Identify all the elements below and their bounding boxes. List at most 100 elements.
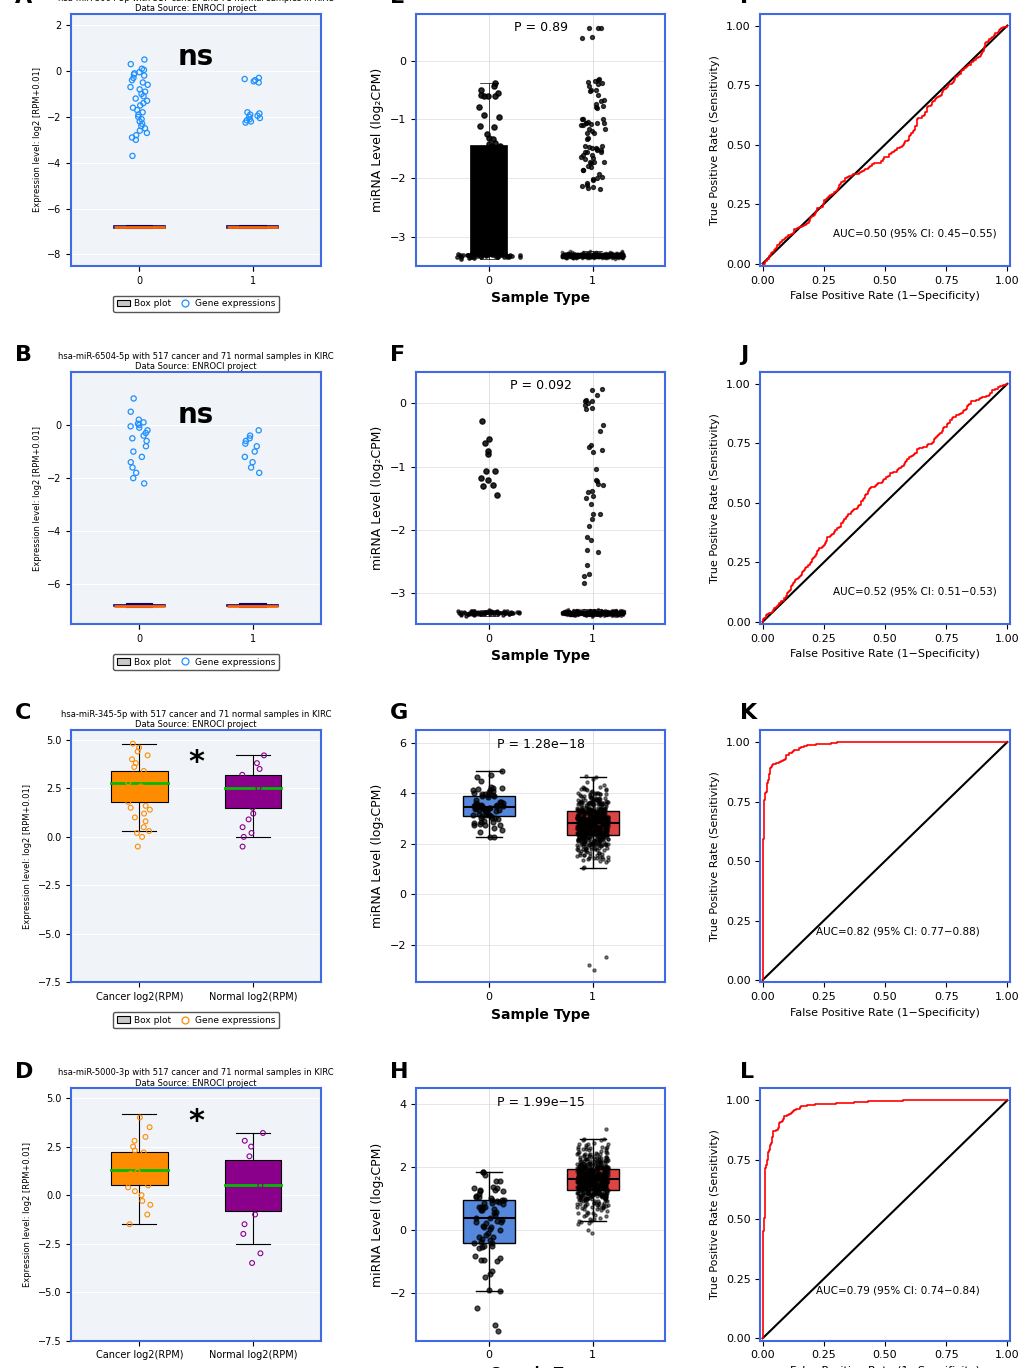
Point: [600, 602, 616, 624]
Point: [580, 808, 596, 830]
Point: [614, 601, 631, 622]
Point: [585, 1168, 601, 1190]
Point: [580, 829, 596, 851]
Point: [569, 1157, 585, 1179]
Point: [599, 1179, 615, 1201]
Point: [586, 601, 602, 622]
Point: [498, 245, 515, 267]
Point: [557, 602, 574, 624]
Point: [129, 413, 146, 435]
Point: [583, 791, 599, 813]
Point: [599, 807, 615, 829]
Point: [568, 603, 584, 625]
Point: [585, 245, 601, 267]
Point: [591, 68, 607, 90]
Point: [609, 244, 626, 265]
Point: [607, 602, 624, 624]
Point: [595, 605, 611, 627]
Point: [585, 122, 601, 144]
Point: [580, 810, 596, 832]
Point: [130, 104, 147, 126]
Point: [598, 602, 614, 624]
Point: [584, 245, 600, 267]
Point: [603, 601, 620, 622]
Point: [580, 602, 596, 624]
Point: [569, 1144, 585, 1166]
Text: C: C: [15, 703, 32, 724]
Point: [558, 242, 575, 264]
Point: [583, 529, 599, 551]
Point: [596, 1168, 612, 1190]
Point: [591, 601, 607, 622]
Point: [565, 246, 581, 268]
Point: [586, 815, 602, 837]
Point: [594, 799, 610, 821]
Point: [611, 602, 628, 624]
Y-axis label: miRNA Level (log₂CPM): miRNA Level (log₂CPM): [371, 784, 384, 929]
Point: [489, 603, 505, 625]
Point: [471, 803, 487, 825]
Point: [511, 246, 527, 268]
Y-axis label: Expression level: log2 [RPM+0.01]: Expression level: log2 [RPM+0.01]: [33, 67, 42, 212]
Point: [612, 603, 629, 625]
Point: [582, 781, 598, 803]
Point: [593, 828, 609, 850]
Point: [137, 784, 153, 806]
Point: [559, 602, 576, 624]
Point: [588, 602, 604, 624]
Point: [557, 601, 574, 622]
Point: [582, 1150, 598, 1172]
Point: [566, 245, 582, 267]
Point: [569, 602, 585, 624]
Point: [570, 245, 586, 267]
Point: [588, 138, 604, 160]
Point: [606, 244, 623, 265]
Point: [584, 601, 600, 622]
Point: [568, 244, 584, 265]
Point: [580, 1174, 596, 1196]
Point: [603, 245, 620, 267]
Point: [253, 772, 269, 793]
Point: [454, 245, 471, 267]
Point: [131, 94, 148, 116]
Point: [577, 1168, 593, 1190]
Point: [584, 176, 600, 198]
Point: [585, 806, 601, 828]
Point: [589, 245, 605, 267]
Point: [590, 810, 606, 832]
Point: [598, 605, 614, 627]
Point: [558, 246, 575, 268]
Point: [593, 1183, 609, 1205]
Point: [609, 244, 626, 265]
Point: [594, 1164, 610, 1186]
Text: ns: ns: [178, 42, 214, 71]
Point: [586, 1174, 602, 1196]
Point: [585, 602, 601, 624]
Point: [611, 602, 628, 624]
Point: [473, 1231, 489, 1253]
Point: [572, 785, 588, 807]
Point: [572, 1175, 588, 1197]
Point: [597, 1157, 613, 1179]
Point: [581, 807, 597, 829]
Point: [592, 1152, 608, 1174]
Point: [585, 168, 601, 190]
Point: [476, 814, 492, 836]
Point: [596, 603, 612, 625]
Point: [583, 144, 599, 166]
Point: [570, 1164, 586, 1186]
Point: [587, 815, 603, 837]
Point: [568, 599, 584, 621]
Point: [471, 1237, 487, 1259]
Point: [585, 246, 601, 268]
Point: [572, 807, 588, 829]
Point: [580, 793, 596, 815]
Point: [611, 602, 628, 624]
Point: [597, 244, 613, 265]
Point: [575, 837, 591, 859]
Point: [592, 776, 608, 798]
Point: [572, 245, 588, 267]
Point: [595, 1163, 611, 1185]
Point: [572, 602, 588, 624]
Point: [598, 602, 614, 624]
